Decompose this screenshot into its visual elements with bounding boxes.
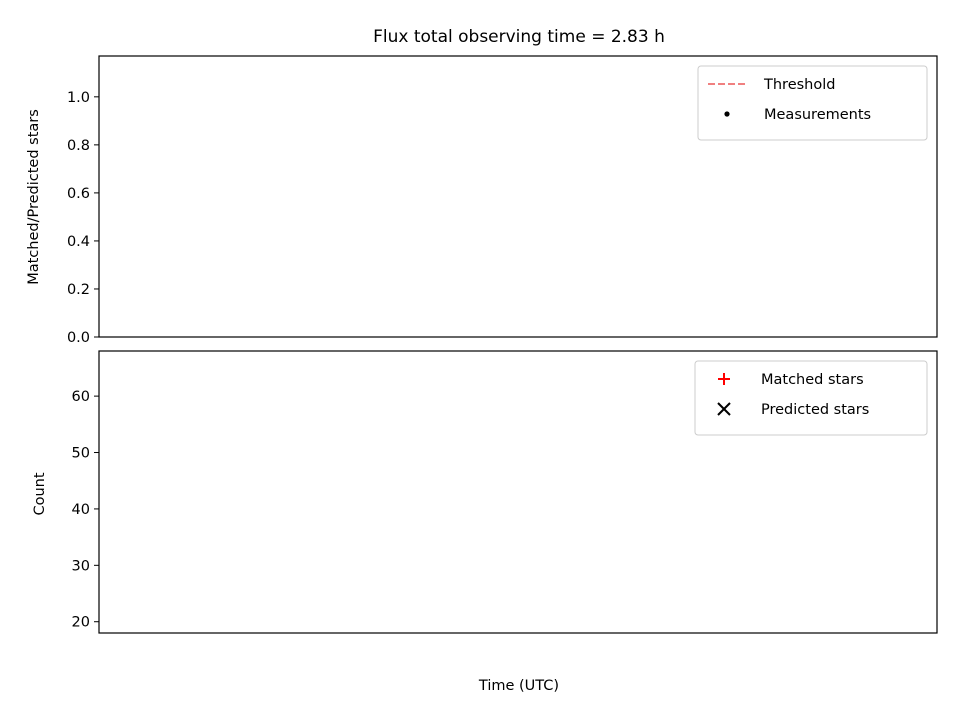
y-tick-label: 0.4 [67, 234, 90, 250]
axes-frame [98, 350, 938, 634]
legend-box [694, 360, 928, 436]
figure-title: Flux total observing time = 2.83 h [373, 27, 665, 47]
y-tick-label: 0.8 [67, 138, 90, 154]
y-tick-label: 40 [72, 502, 90, 518]
y-tick-label: 30 [72, 558, 90, 574]
legend-label: Measurements [764, 107, 871, 123]
top-y-axis-label: Matched/Predicted stars [26, 109, 42, 285]
y-tick-label: 50 [72, 446, 90, 462]
legend-predicted-swatch [717, 402, 731, 416]
y-tick-label: 1.0 [67, 90, 90, 106]
legend-label: Threshold [763, 77, 835, 93]
y-tick-label: 60 [72, 389, 90, 405]
legend: Threshold Measurements [697, 65, 928, 141]
legend-label: Predicted stars [761, 402, 869, 418]
legend-measurement-swatch [724, 111, 730, 117]
top-axes: 0.0 0.2 0.4 0.6 0.8 1.0 Threshold Measurements [67, 55, 938, 346]
axes-frame [98, 55, 938, 338]
legend-label: Matched stars [761, 372, 864, 388]
bottom-y-axis-label: Count [32, 472, 48, 515]
x-axis-label: Time (UTC) [478, 678, 559, 694]
y-tick-label: 0.2 [67, 282, 90, 298]
legend-box [697, 65, 928, 141]
y-tick-label: 0.0 [67, 330, 90, 346]
y-tick-label: 20 [72, 615, 90, 631]
bottom-axes: 20 30 40 50 60 Matched stars Predicted stars [72, 350, 938, 634]
y-tick-label: 0.6 [67, 186, 90, 202]
legend: Matched stars Predicted stars [694, 360, 928, 436]
